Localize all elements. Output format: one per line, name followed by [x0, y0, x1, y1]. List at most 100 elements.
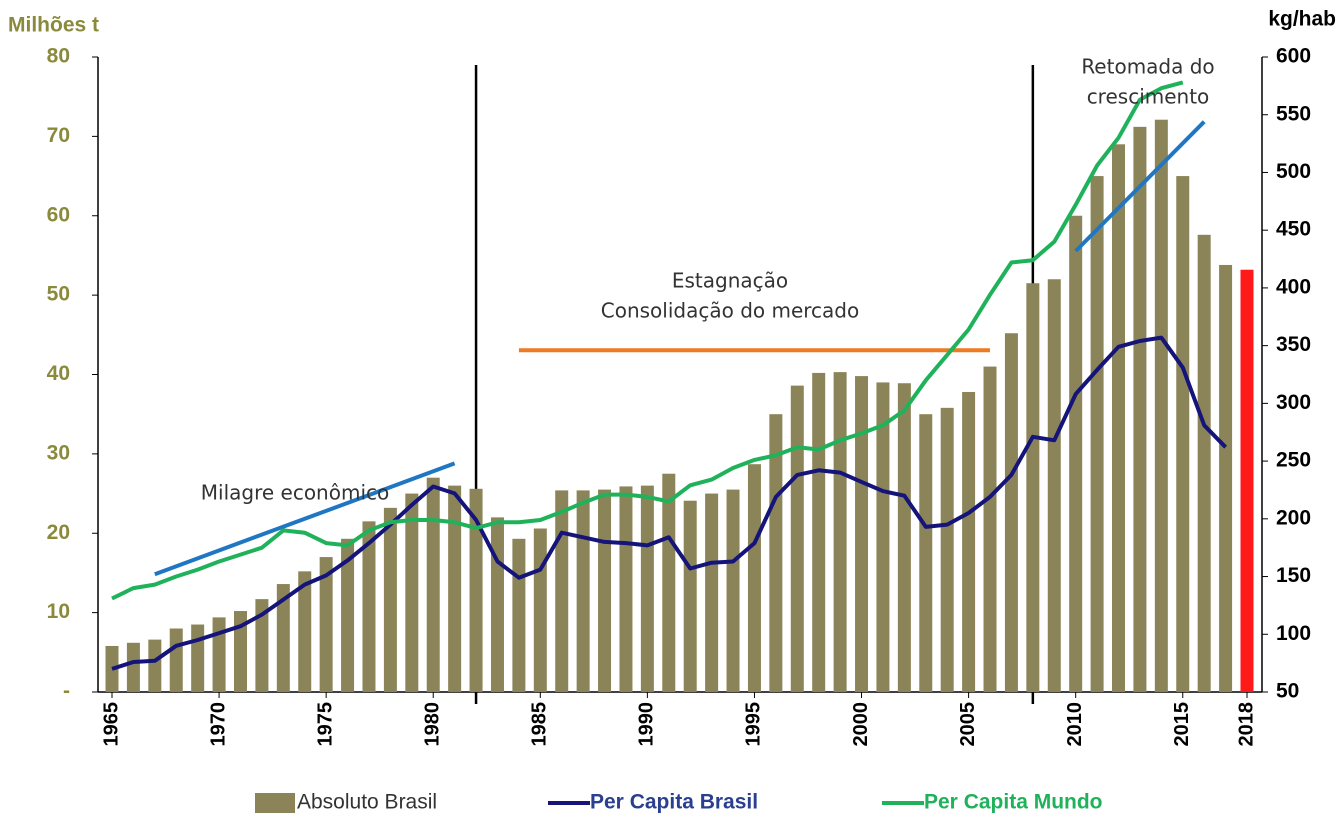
bar [790, 385, 804, 692]
y-tick-label: 70 [47, 124, 70, 147]
bar [962, 391, 976, 692]
bar [619, 486, 633, 692]
y2-tick-label: 350 [1276, 333, 1311, 356]
annotation: Consolidação do mercado [601, 299, 860, 323]
bar [341, 538, 355, 692]
x-tick-label: 2015 [1171, 702, 1193, 747]
y-axis-label: Milhões t [8, 14, 99, 37]
bar [1154, 119, 1168, 693]
bar [640, 485, 654, 692]
bar [1176, 176, 1190, 692]
y2-tick-label: 400 [1276, 275, 1311, 298]
x-tick-label: 2005 [957, 702, 979, 747]
line [111, 335, 1228, 671]
bar [662, 473, 676, 692]
bar [726, 489, 740, 692]
bar [319, 557, 333, 692]
y2-tick-label: 200 [1276, 506, 1311, 529]
bar [469, 488, 483, 692]
bar [233, 611, 247, 692]
bar [1069, 215, 1083, 692]
y2-tick-label: 500 [1276, 160, 1311, 183]
bar [983, 366, 997, 692]
legend-label: Per Capita Mundo [924, 791, 1103, 814]
bar [876, 382, 890, 692]
annotation: crescimento [1087, 85, 1210, 109]
legend-label: Per Capita Brasil [590, 791, 758, 814]
trend-line [154, 461, 456, 577]
bar [919, 414, 933, 692]
y2-tick-label: 450 [1276, 218, 1311, 241]
x-tick-label: 1985 [529, 702, 551, 747]
bar [598, 489, 612, 692]
x-tick-label: 2010 [1064, 702, 1086, 747]
bar [705, 493, 719, 692]
y-tick-label: 80 [47, 45, 70, 68]
bar [1133, 126, 1147, 693]
bar [169, 628, 183, 692]
bar [769, 414, 783, 692]
bar [1004, 333, 1018, 692]
bar [1197, 234, 1211, 693]
bar [148, 639, 162, 692]
y2-tick-label: 150 [1276, 564, 1311, 587]
y-tick-label: 40 [47, 362, 70, 385]
bar [105, 645, 119, 692]
bar [940, 407, 954, 692]
y2-tick-label: 300 [1276, 391, 1311, 414]
bar [897, 383, 911, 692]
bar [855, 376, 869, 692]
bar [191, 624, 205, 692]
bar [1240, 269, 1254, 692]
trend-line [1074, 120, 1206, 253]
y2-axis-label: kg/hab [1268, 8, 1336, 31]
y-tick-label: 50 [47, 283, 70, 306]
bar [512, 538, 526, 692]
bar [1112, 144, 1126, 692]
x-tick-label: 1970 [207, 702, 229, 747]
bar [448, 485, 462, 692]
y-tick-label: 10 [47, 600, 70, 623]
bar [276, 584, 290, 692]
bar [1090, 176, 1104, 692]
line [111, 80, 1184, 601]
y2-tick-label: 50 [1276, 680, 1299, 703]
y-tick-label: - [63, 680, 70, 703]
bar [555, 490, 569, 692]
annotation: Retomada do [1081, 55, 1214, 79]
y-tick-label: 60 [47, 203, 70, 226]
x-tick-label: 1975 [314, 702, 336, 747]
y2-tick-label: 250 [1276, 449, 1311, 472]
bar [126, 642, 140, 692]
bar [533, 528, 547, 692]
y2-tick-label: 550 [1276, 102, 1311, 125]
bar [383, 507, 397, 692]
bar [255, 599, 269, 692]
bar [298, 571, 312, 692]
legend-swatch [255, 793, 295, 813]
bar [576, 490, 590, 692]
bar [212, 617, 226, 692]
y2-tick-label: 100 [1276, 622, 1311, 645]
legend-label: Absoluto Brasil [297, 791, 437, 814]
x-tick-label: 1995 [743, 702, 765, 747]
bar [490, 517, 504, 692]
bar [405, 493, 419, 692]
bar [1219, 264, 1233, 692]
bar [426, 477, 440, 692]
y-tick-label: 30 [47, 441, 70, 464]
bar [1047, 279, 1061, 692]
y-tick-label: 20 [47, 521, 70, 544]
x-tick-label: 1965 [100, 702, 122, 747]
x-tick-label: 1980 [422, 702, 444, 747]
bar [833, 372, 847, 692]
bar [747, 464, 761, 692]
bar [1026, 283, 1040, 692]
x-tick-label: 1990 [636, 702, 658, 747]
bar [683, 500, 697, 692]
annotation: Estagnação [672, 269, 788, 293]
bar [362, 521, 376, 692]
annotation: Milagre econômico [201, 481, 390, 505]
bar [812, 372, 826, 692]
